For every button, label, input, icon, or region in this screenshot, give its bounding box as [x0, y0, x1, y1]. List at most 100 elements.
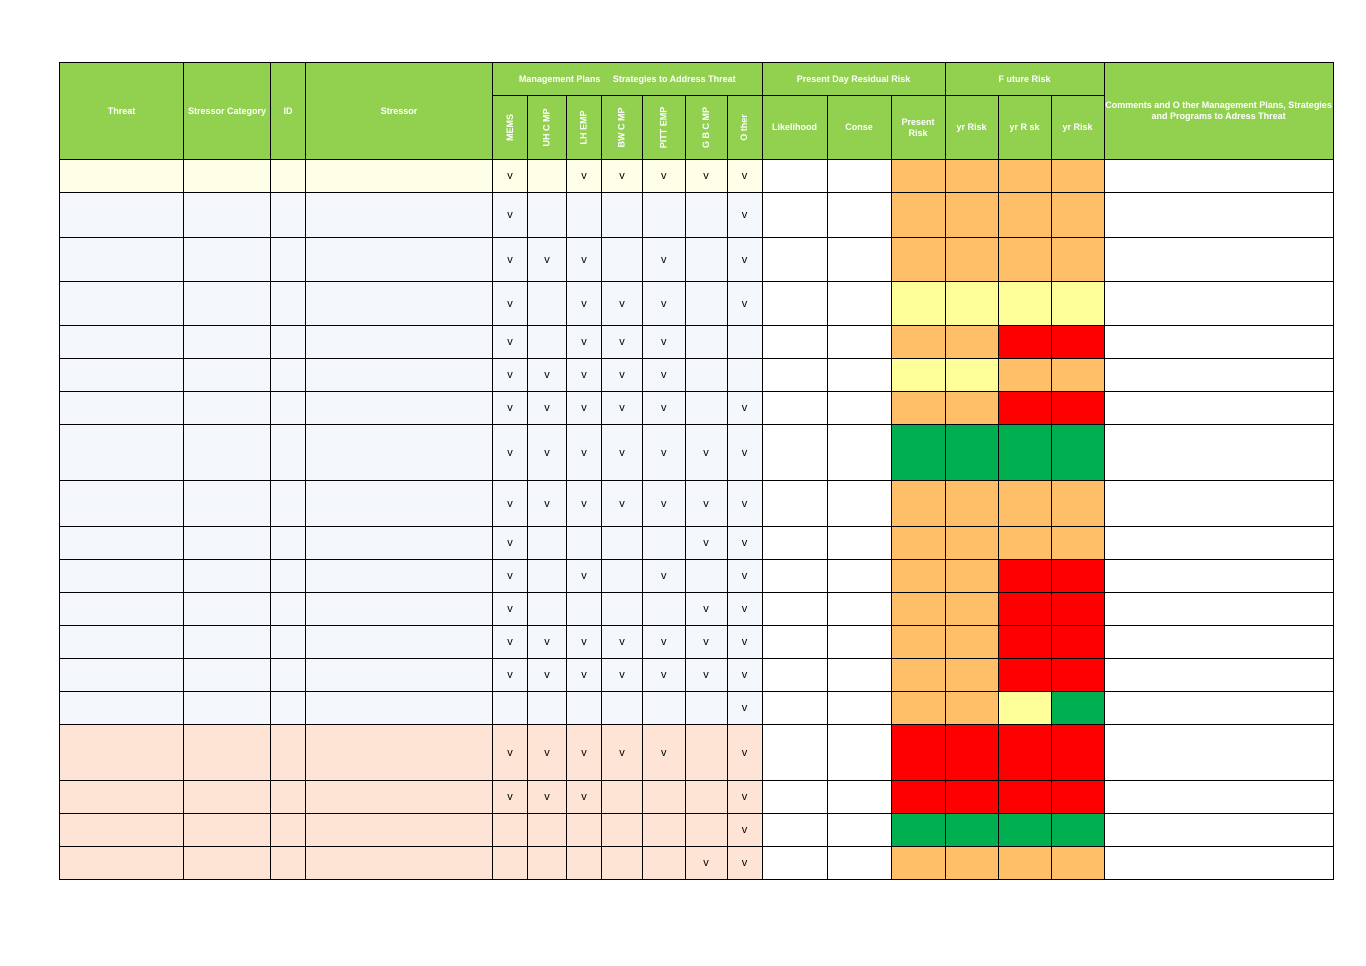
plan-check-cell: v — [726, 846, 763, 880]
threat-cell — [59, 658, 184, 692]
conse-cell — [826, 559, 892, 593]
future-risk-cell — [1050, 159, 1105, 193]
stressor-cell — [305, 237, 493, 282]
plan-check-cell — [601, 691, 644, 725]
present-risk-cell — [890, 325, 946, 359]
threat-cell — [59, 237, 184, 282]
plan-check-cell: v — [492, 480, 528, 527]
plan-check-cell — [527, 526, 567, 560]
conse-cell — [826, 424, 892, 481]
present-risk-cell — [890, 625, 946, 659]
future-risk-cell — [944, 813, 999, 847]
future-risk-cell — [997, 658, 1052, 692]
future-risk-col-2: yr Risk — [1050, 95, 1105, 160]
stressor-cell — [305, 424, 493, 481]
future-risk-cell — [1050, 358, 1105, 392]
future-risk-cell — [997, 592, 1052, 626]
plan-check-cell: v — [726, 192, 763, 238]
present-risk-cell — [890, 281, 946, 326]
conse-cell — [826, 391, 892, 425]
threat-cell — [59, 391, 184, 425]
conse-cell — [826, 526, 892, 560]
id-cell — [270, 625, 306, 659]
plan-check-cell: v — [492, 358, 528, 392]
plan-check-cell — [492, 691, 528, 725]
future-risk-cell — [944, 592, 999, 626]
likelihood-cell — [761, 237, 828, 282]
stressor-cell — [305, 625, 493, 659]
plan-check-cell: v — [565, 625, 603, 659]
plan-check-cell: v — [565, 159, 603, 193]
future-risk-cell — [997, 192, 1052, 238]
id-cell — [270, 846, 306, 880]
plan-check-cell — [527, 846, 567, 880]
future-risk-cell — [1050, 625, 1105, 659]
future-risk-cell — [1050, 724, 1105, 781]
plan-check-cell — [565, 846, 603, 880]
stressor-category-cell — [183, 526, 271, 560]
stressor-category-cell — [183, 281, 271, 326]
future-risk-cell — [1050, 480, 1105, 527]
plan-check-cell: v — [642, 424, 686, 481]
plan-check-cell: v — [726, 658, 763, 692]
plan-check-cell — [726, 358, 763, 392]
present-risk-cell — [890, 159, 946, 193]
comments-cell — [1103, 780, 1334, 814]
future-risk-cell — [1050, 237, 1105, 282]
plan-check-cell — [601, 192, 644, 238]
future-risk-cell — [997, 724, 1052, 781]
plan-check-cell: v — [492, 159, 528, 193]
plan-check-cell — [684, 559, 728, 593]
management-plans-header: Management Plans Strategies to Address T… — [492, 62, 763, 96]
likelihood-cell — [761, 846, 828, 880]
comments-cell — [1103, 391, 1334, 425]
threat-cell — [59, 526, 184, 560]
conse-cell — [826, 846, 892, 880]
plan-check-cell: v — [601, 480, 644, 527]
stressor-cell — [305, 159, 493, 193]
plan-check-cell: v — [601, 724, 644, 781]
comments-cell — [1103, 724, 1334, 781]
id-cell — [270, 424, 306, 481]
plan-check-cell: v — [492, 559, 528, 593]
likelihood-cell — [761, 358, 828, 392]
plan-check-cell: v — [527, 780, 567, 814]
future-risk-cell — [1050, 559, 1105, 593]
future-risk-cell — [997, 526, 1052, 560]
future-risk-cell — [1050, 658, 1105, 692]
plan-check-cell: v — [684, 658, 728, 692]
conse-cell — [826, 658, 892, 692]
plan-check-cell — [527, 159, 567, 193]
plan-check-cell — [684, 281, 728, 326]
future-risk-cell — [944, 325, 999, 359]
conse-cell — [826, 192, 892, 238]
future-risk-cell — [1050, 592, 1105, 626]
threat-cell — [59, 780, 184, 814]
stressor-category-cell — [183, 724, 271, 781]
plan-check-cell: v — [565, 424, 603, 481]
future-risk-cell — [1050, 391, 1105, 425]
plan-header-label: G B C MP — [700, 106, 711, 149]
future-risk-cell — [997, 325, 1052, 359]
plan-check-cell: v — [726, 159, 763, 193]
plan-header-label: BW C MP — [616, 107, 627, 148]
plan-check-cell: v — [492, 780, 528, 814]
likelihood-cell — [761, 391, 828, 425]
table-row: v — [59, 813, 1334, 847]
id-cell — [270, 780, 306, 814]
plan-check-cell: v — [726, 724, 763, 781]
plan-check-cell: v — [492, 724, 528, 781]
threat-cell — [59, 424, 184, 481]
plan-check-cell: v — [642, 159, 686, 193]
plan-header-1: UH C MP — [527, 95, 567, 160]
plan-check-cell — [527, 559, 567, 593]
plan-check-cell — [527, 592, 567, 626]
plan-header-label: UH C MP — [541, 108, 552, 147]
plan-check-cell: v — [565, 281, 603, 326]
plan-check-cell: v — [642, 724, 686, 781]
stressor-category-cell — [183, 691, 271, 725]
plan-check-cell — [601, 813, 644, 847]
